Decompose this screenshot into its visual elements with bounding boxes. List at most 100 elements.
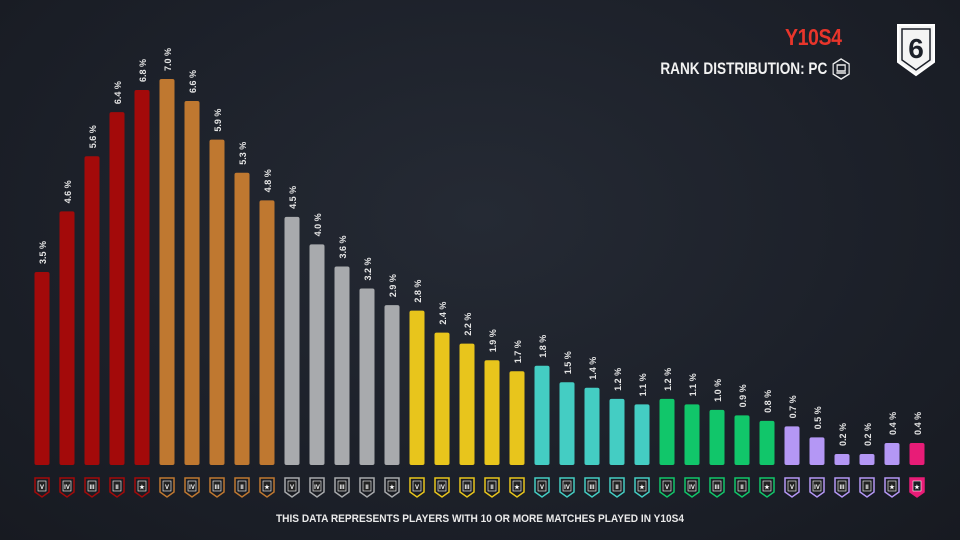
- data-label: 1.4 %: [588, 357, 598, 380]
- rank-badge-icon: ★: [759, 477, 775, 498]
- bar-bronze-v: [159, 79, 175, 465]
- bar-emerald-iii: [709, 409, 725, 465]
- badge-label: IV: [564, 485, 570, 491]
- badge-label: II: [740, 485, 744, 491]
- badge-label: III: [339, 485, 344, 491]
- data-label: 2.4 %: [438, 302, 448, 325]
- bar-gold-iv: [434, 332, 450, 465]
- rank-badge-icon: III: [459, 477, 475, 498]
- bar-copper-ii: [109, 112, 125, 465]
- data-label: 0.4 %: [913, 412, 923, 435]
- badge-label: II: [240, 485, 244, 491]
- badge-label: IV: [439, 485, 445, 491]
- pc-monitor-icon: [832, 58, 850, 80]
- bar-emerald-i: [759, 420, 775, 465]
- badge-label: V: [665, 485, 669, 491]
- badge-label: IV: [64, 485, 70, 491]
- bar-copper-iii: [84, 156, 100, 465]
- data-label: 0.9 %: [738, 384, 748, 407]
- badge-label: III: [214, 485, 219, 491]
- rank-badge-icon: ★: [259, 477, 275, 498]
- data-label: 1.2 %: [613, 368, 623, 391]
- rank-badge-icon: II: [734, 477, 750, 498]
- data-label: 1.7 %: [513, 340, 523, 363]
- rank-badge-icon: II: [109, 477, 125, 498]
- logo-number: 6: [908, 33, 924, 64]
- badge-label: IV: [314, 485, 320, 491]
- rank-badge-icon: III: [209, 477, 225, 498]
- badge-label: ★: [264, 484, 270, 491]
- rank-badge-icon: IV: [559, 477, 575, 498]
- bar-emerald-iv: [684, 404, 700, 465]
- bar-bronze-iv: [184, 101, 200, 466]
- badge-label: V: [40, 485, 44, 491]
- data-label: 7.0 %: [163, 48, 173, 71]
- rank-badge-icon: IV: [434, 477, 450, 498]
- bar-gold-ii: [484, 360, 500, 465]
- bar-copper-v: [34, 272, 50, 465]
- bar-gold-i: [509, 371, 525, 465]
- rank-badge-icon: ★: [884, 477, 900, 498]
- rank-badge-icon: ★: [134, 477, 150, 498]
- bar-gold-v: [409, 310, 425, 465]
- data-label: 4.8 %: [263, 169, 273, 192]
- rank-badge-icon: IV: [59, 477, 75, 498]
- rank-badge-icon: II: [359, 477, 375, 498]
- bar-platinum-i: [634, 404, 650, 465]
- rank-badge-icon: V: [409, 477, 425, 498]
- bar-silver-v: [284, 216, 300, 465]
- bar-platinum-iv: [559, 382, 575, 465]
- season-title: Y10S4: [785, 24, 842, 50]
- rank-badge-icon: V: [784, 477, 800, 498]
- bar-champion: [909, 442, 925, 465]
- badge-label: III: [589, 485, 594, 491]
- bar-diamond-ii: [859, 453, 875, 465]
- badge-label: III: [89, 485, 94, 491]
- bar-copper-iv: [59, 211, 75, 465]
- badge-label: IV: [689, 485, 695, 491]
- rank-badge-icon: III: [584, 477, 600, 498]
- rank-badge-icon: IV: [184, 477, 200, 498]
- badge-label: V: [290, 485, 294, 491]
- bar-silver-ii: [359, 288, 375, 465]
- data-label: 1.0 %: [713, 379, 723, 402]
- badge-label: II: [865, 485, 869, 491]
- data-label: 2.9 %: [388, 274, 398, 297]
- data-label: 0.4 %: [888, 412, 898, 435]
- rank-badge-icon: II: [859, 477, 875, 498]
- badge-label: III: [464, 485, 469, 491]
- badge-label: V: [415, 485, 419, 491]
- badge-label: ★: [889, 484, 895, 491]
- rank-badge-icon: II: [484, 477, 500, 498]
- bar-silver-i: [384, 305, 400, 465]
- data-label: 2.2 %: [463, 313, 473, 336]
- data-label: 5.3 %: [238, 142, 248, 165]
- rank-badge-icon: ★: [909, 477, 925, 498]
- badge-label: II: [490, 485, 494, 491]
- bar-diamond-iii: [834, 453, 850, 465]
- badge-label: III: [714, 485, 719, 491]
- data-label: 1.8 %: [538, 335, 548, 358]
- rank-badge-icon: ★: [384, 477, 400, 498]
- badge-label: II: [365, 485, 369, 491]
- badge-label: ★: [639, 484, 645, 491]
- data-label: 3.6 %: [338, 235, 348, 258]
- data-label: 0.7 %: [788, 395, 798, 418]
- rank-badge-icon: II: [234, 477, 250, 498]
- rank-badge-icon: III: [709, 477, 725, 498]
- subtitle-text: RANK DISTRIBUTION: PC: [660, 59, 828, 78]
- rank-badge-icon: IV: [684, 477, 700, 498]
- bar-emerald-ii: [734, 415, 750, 465]
- bar-platinum-v: [534, 365, 550, 465]
- badge-label: V: [790, 485, 794, 491]
- footer-note: THIS DATA REPRESENTS PLAYERS WITH 10 OR …: [275, 513, 685, 525]
- bar-bronze-i: [259, 200, 275, 466]
- rank-badge-icon: II: [609, 477, 625, 498]
- badge-label: II: [615, 485, 619, 491]
- data-label: 5.6 %: [88, 125, 98, 148]
- rank-badge-icon: V: [659, 477, 675, 498]
- bar-silver-iv: [309, 244, 325, 465]
- data-label: 6.8 %: [138, 59, 148, 82]
- data-label: 0.8 %: [763, 390, 773, 413]
